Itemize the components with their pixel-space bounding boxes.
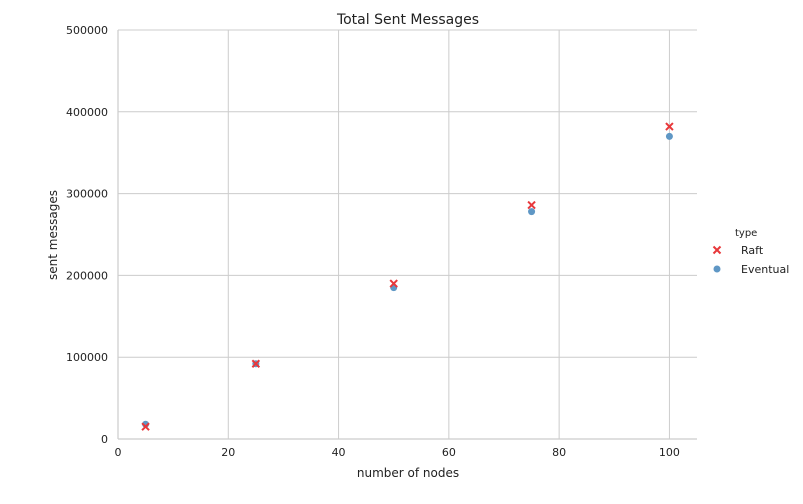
x-axis-label: number of nodes bbox=[357, 466, 459, 480]
x-tick-label: 100 bbox=[659, 446, 680, 459]
y-tick-label: 100000 bbox=[66, 351, 108, 364]
eventual-point bbox=[665, 132, 673, 140]
data-points bbox=[141, 122, 674, 431]
x-tick-label: 80 bbox=[552, 446, 566, 459]
x-tick-label: 40 bbox=[332, 446, 346, 459]
axes bbox=[117, 30, 697, 440]
raft-point bbox=[141, 422, 150, 431]
x-tick-labels: 0 20 40 60 80 100 bbox=[115, 446, 680, 459]
x-tick-label: 0 bbox=[115, 446, 122, 459]
legend-items: Raft Eventual bbox=[712, 244, 789, 276]
x-tick-label: 60 bbox=[442, 446, 456, 459]
raft-point bbox=[665, 122, 674, 131]
raft-point bbox=[251, 359, 261, 368]
y-tick-labels: 0 100000 200000 300000 400000 500000 bbox=[66, 24, 108, 446]
legend: type Raft Eventual bbox=[712, 228, 789, 276]
legend-label-raft: Raft bbox=[741, 244, 764, 257]
y-axis-label: sent messages bbox=[46, 190, 60, 280]
legend-marker-raft bbox=[712, 245, 722, 255]
y-tick-label: 0 bbox=[101, 433, 108, 446]
raft-point bbox=[527, 200, 536, 210]
y-tick-label: 500000 bbox=[66, 24, 108, 37]
y-tick-label: 200000 bbox=[66, 269, 108, 282]
y-tick-label: 400000 bbox=[66, 106, 108, 119]
x-tick-label: 20 bbox=[221, 446, 235, 459]
eventual-point bbox=[528, 208, 536, 216]
y-tick-label: 300000 bbox=[66, 188, 108, 201]
grid-lines bbox=[118, 29, 697, 439]
legend-marker-eventual bbox=[713, 265, 721, 273]
chart-title: Total Sent Messages bbox=[336, 12, 479, 28]
legend-title: type bbox=[735, 228, 757, 239]
legend-label-eventual: Eventual bbox=[741, 263, 789, 276]
raft-point bbox=[389, 279, 398, 288]
